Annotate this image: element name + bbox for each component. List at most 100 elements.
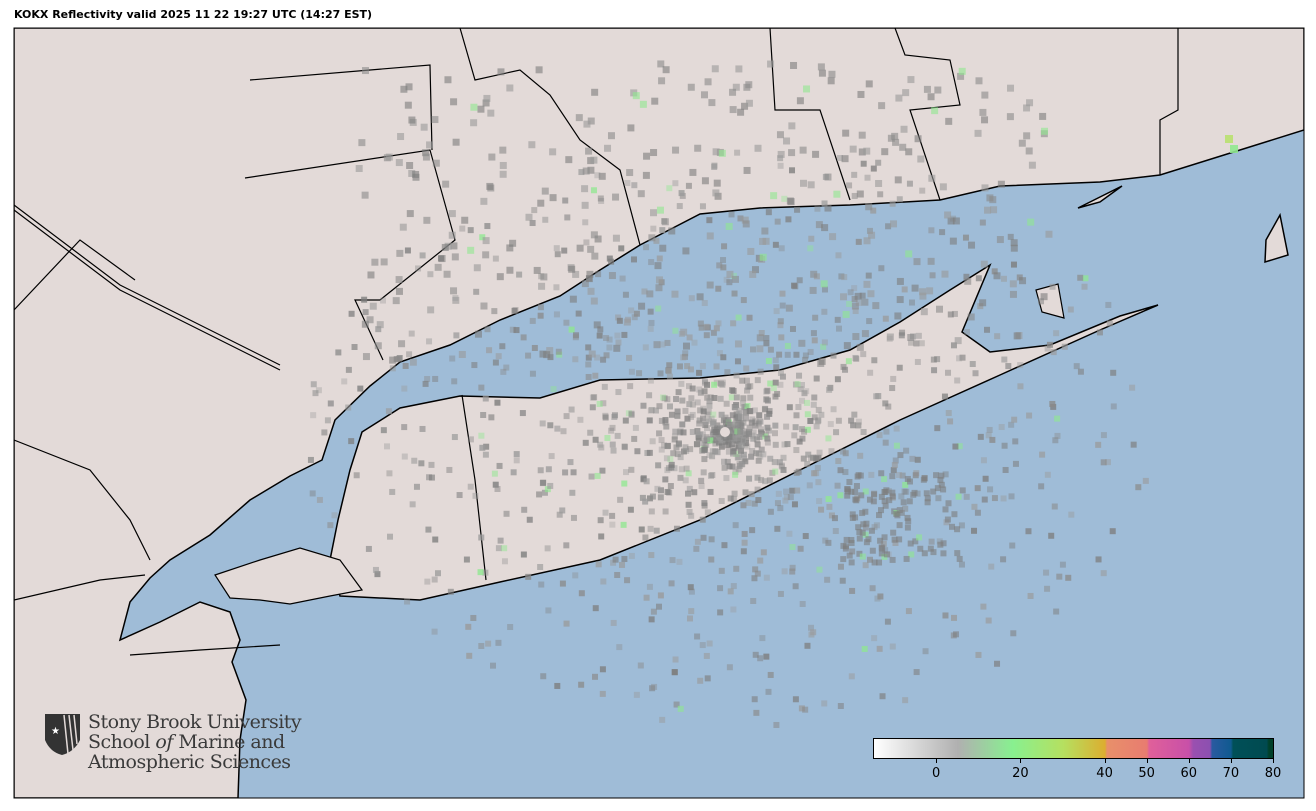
echo-pixel (626, 354, 633, 361)
echo-pixel (919, 292, 927, 300)
echo-pixel (811, 394, 818, 401)
echo-pixel (891, 132, 899, 140)
echo-pixel (744, 387, 751, 394)
echo-pixel (820, 280, 828, 288)
echo-pixel (720, 354, 727, 361)
echo-pixel (309, 490, 316, 497)
echo-pixel (622, 291, 629, 298)
echo-pixel (519, 410, 526, 417)
echo-pixel (733, 420, 740, 427)
echo-pixel (852, 489, 859, 496)
echo-pixel (628, 410, 635, 417)
echo-pixel (748, 453, 755, 460)
echo-pixel (666, 403, 673, 410)
echo-pixel (827, 421, 834, 428)
echo-pixel (1046, 341, 1053, 348)
echo-pixel (1044, 345, 1051, 352)
echo-pixel (488, 153, 496, 161)
echo-pixel (862, 508, 869, 515)
echo-pixel (840, 293, 848, 301)
echo-pixel (691, 489, 698, 496)
echo-pixel (824, 204, 832, 212)
echo-pixel (801, 428, 808, 435)
echo-pixel (693, 545, 700, 552)
echo-pixel (590, 297, 598, 305)
echo-pixel (495, 353, 502, 360)
echo-pixel (667, 456, 674, 463)
echo-pixel (975, 275, 982, 282)
echo-pixel (673, 701, 680, 708)
echo-pixel (513, 451, 520, 458)
echo-pixel (913, 258, 921, 266)
echo-pixel (856, 550, 863, 557)
echo-pixel (697, 407, 704, 414)
echo-pixel (878, 265, 885, 272)
echo-pixel (547, 354, 554, 361)
echo-pixel (822, 537, 829, 544)
echo-pixel (916, 534, 923, 541)
echo-pixel (700, 91, 708, 99)
echo-pixel (730, 387, 737, 394)
echo-pixel (592, 372, 599, 379)
echo-pixel (930, 356, 937, 363)
echo-pixel (842, 310, 850, 318)
echo-pixel (762, 478, 769, 485)
echo-pixel (482, 395, 489, 402)
echo-pixel (798, 339, 806, 347)
echo-pixel (632, 92, 640, 100)
echo-pixel (751, 696, 758, 703)
echo-pixel (643, 478, 650, 485)
echo-pixel (615, 314, 622, 321)
echo-pixel (746, 408, 753, 415)
echo-pixel (739, 377, 746, 384)
echo-pixel (449, 355, 456, 362)
echo-pixel (1073, 363, 1080, 370)
echo-pixel (878, 470, 885, 477)
echo-pixel (663, 423, 670, 430)
echo-pixel (380, 427, 387, 434)
echo-pixel (938, 481, 945, 488)
echo-pixel (411, 457, 418, 464)
echo-pixel (738, 461, 745, 468)
echo-pixel (776, 459, 783, 466)
echo-pixel (755, 420, 762, 427)
echo-pixel (653, 237, 660, 244)
colorbar-tick-label: 70 (1222, 766, 1240, 781)
echo-pixel (805, 451, 812, 458)
echo-pixel (1009, 290, 1017, 298)
echo-pixel (673, 444, 680, 451)
echo-pixel (870, 498, 877, 505)
colorbar-tick (1273, 759, 1274, 763)
echo-pixel (737, 407, 744, 414)
echo-pixel (740, 451, 747, 458)
echo-pixel (865, 203, 873, 211)
echo-pixel (687, 366, 694, 373)
echo-pixel (846, 300, 853, 307)
echo-pixel (811, 414, 818, 421)
echo-pixel (730, 272, 737, 279)
colorbar-tick (1020, 759, 1022, 763)
echo-pixel (380, 297, 387, 304)
echo-pixel (648, 552, 655, 559)
echo-pixel (980, 457, 987, 464)
echo-pixel (500, 368, 507, 375)
echo-pixel (877, 593, 884, 600)
echo-pixel (598, 533, 605, 540)
echo-pixel (834, 316, 841, 323)
echo-pixel (812, 314, 819, 321)
echo-pixel (1000, 495, 1007, 502)
echo-pixel (706, 281, 714, 289)
echo-pixel (666, 185, 673, 192)
echo-pixel (572, 270, 580, 278)
echo-pixel (1100, 432, 1107, 439)
echo-pixel (977, 433, 984, 440)
echo-pixel (854, 292, 862, 300)
echo-pixel (404, 247, 411, 254)
colorbar-tick-label: 40 (1096, 766, 1113, 781)
echo-pixel (688, 295, 695, 302)
echo-pixel (477, 569, 484, 576)
echo-pixel (866, 556, 873, 563)
echo-pixel (483, 94, 491, 102)
echo-pixel (674, 451, 681, 458)
echo-pixel (761, 406, 768, 413)
